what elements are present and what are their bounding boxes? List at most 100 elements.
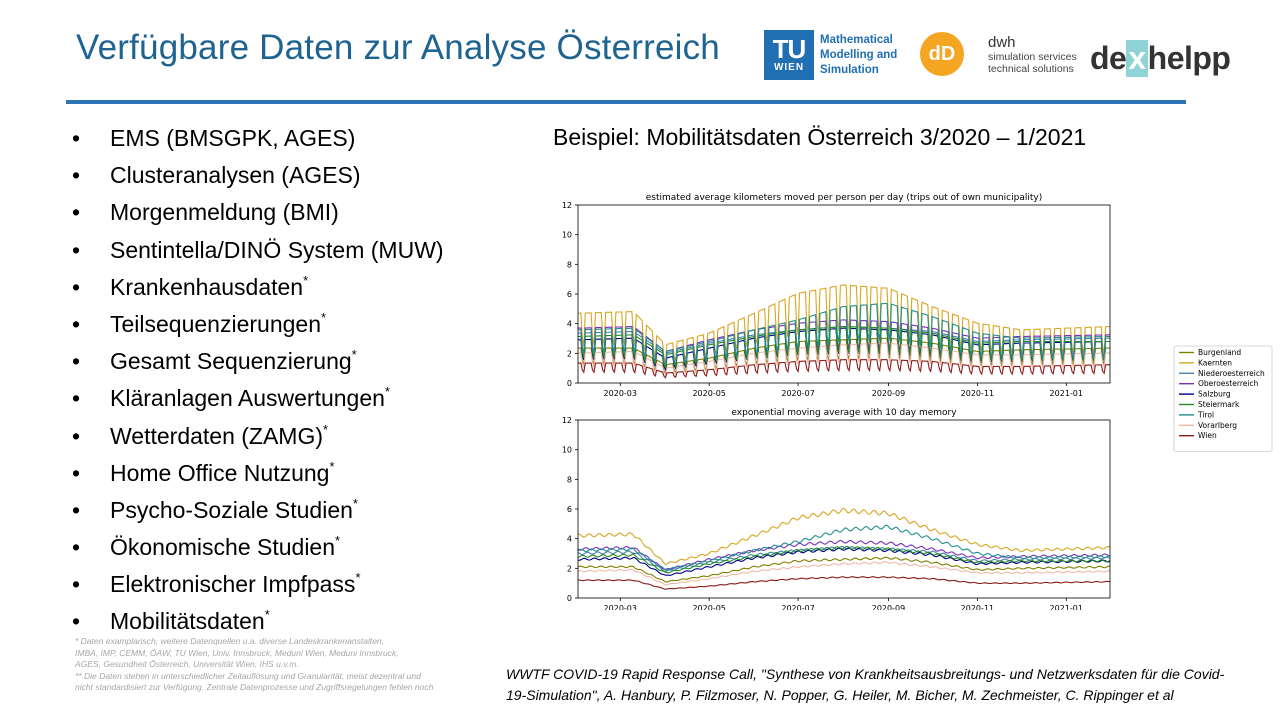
bullet-text: Morgenmeldung (BMI) — [110, 199, 339, 226]
y-tick-label: 0 — [567, 379, 572, 388]
y-tick-label: 10 — [562, 231, 572, 240]
bullet-item: • Home Office Nutzung* — [72, 457, 444, 494]
bullet-dot: • — [72, 459, 81, 486]
footnote-line: ** Die Daten stehen in unterschiedlicher… — [75, 670, 421, 681]
bullet-text: Kläranlagen Auswertungen — [110, 385, 385, 412]
footnote-marker: * — [355, 570, 361, 586]
bullet-text: Teilsequenzierungen — [110, 310, 321, 337]
bullet-text: Elektronischer Impfpass — [110, 571, 356, 598]
bullet-dot: • — [72, 571, 81, 598]
x-tick-label: 2020-07 — [781, 389, 814, 398]
footnote-marker: * — [384, 384, 390, 400]
y-tick-label: 0 — [567, 594, 572, 603]
mobility-chart: estimated average kilometers moved per p… — [562, 193, 1273, 610]
dex-x: x — [1126, 40, 1148, 77]
legend-label: Steiermark — [1198, 400, 1240, 409]
series-line-burgenland — [577, 556, 1111, 583]
series-line-burgenland — [578, 337, 1110, 375]
bullet-item: • Gesamt Sequenzierung* — [72, 345, 444, 382]
dwh-logo: dD dwh simulation services technical sol… — [920, 32, 1077, 76]
bullet-item: • Wetterdaten (ZAMG)* — [72, 420, 444, 457]
series-line-wien — [577, 576, 1111, 590]
bullet-item: • Morgenmeldung (BMI) — [72, 196, 444, 233]
dwh-name: dwh — [988, 33, 1016, 51]
x-tick-label: 2020-03 — [604, 604, 637, 610]
tu-line-3: Simulation — [820, 63, 879, 76]
footnote-marker: * — [323, 421, 329, 437]
x-tick-label: 2020-09 — [872, 389, 905, 398]
dex-pre: de — [1090, 40, 1127, 76]
y-tick-label: 6 — [567, 290, 572, 299]
bullet-text: Wetterdaten (ZAMG) — [110, 422, 324, 449]
x-tick-label: 2020-05 — [692, 604, 725, 610]
chart-title: estimated average kilometers moved per p… — [646, 193, 1042, 203]
y-tick-label: 8 — [567, 475, 572, 484]
footnote: * Daten examplarisch, weitere Datenquell… — [75, 636, 433, 694]
dex-post: helpp — [1147, 40, 1231, 76]
series-line-oberoesterreich — [577, 539, 1111, 571]
y-tick-label: 12 — [562, 201, 572, 210]
footnote-line: AGES, Gesundheit Österreich, Universität… — [75, 659, 299, 669]
tu-line-1: Mathematical — [820, 33, 893, 46]
bullet-text: Sentintella/DINÖ System (MUW) — [110, 236, 444, 263]
footnote-marker: * — [321, 309, 327, 325]
bullet-dot: • — [72, 199, 81, 226]
x-tick-label: 2020-09 — [872, 604, 905, 610]
legend-label: Vorarlberg — [1198, 421, 1237, 430]
bullet-text: Psycho-Soziale Studien — [110, 496, 353, 523]
dexhelpp-logo: dexhelpp — [1090, 40, 1231, 77]
footnote-line: nicht standardisiert zur Verfügung. Zent… — [75, 682, 434, 692]
series-line-steiermark — [577, 545, 1111, 574]
citation-line-1: WWTF COVID-19 Rapid Response Call, "Synt… — [506, 666, 1225, 682]
x-tick-label: 2021-01 — [1050, 604, 1083, 610]
tu-wien-logo: TU WIEN Mathematical Modelling and Simul… — [764, 30, 897, 80]
bullet-item: • Clusteranalysen (AGES) — [72, 159, 444, 196]
x-tick-label: 2020-05 — [692, 389, 725, 398]
y-tick-label: 10 — [562, 446, 572, 455]
bullet-item: • Mobilitätsdaten* — [72, 605, 444, 642]
bullet-dot: • — [72, 348, 81, 375]
legend-label: Burgenland — [1198, 348, 1241, 357]
header-divider — [66, 100, 1186, 104]
x-tick-label: 2020-11 — [961, 389, 994, 398]
bullet-text: Ökonomische Studien — [110, 534, 336, 561]
y-tick-label: 4 — [567, 320, 572, 329]
tu-wien-mark: TU WIEN — [764, 30, 814, 80]
tu-mark-sub: WIEN — [773, 62, 805, 73]
bullet-dot: • — [72, 162, 81, 189]
legend-label: Kaernten — [1198, 358, 1232, 367]
x-tick-label: 2020-07 — [781, 604, 814, 610]
dwh-mark: dD — [920, 32, 964, 76]
series-line-kaernten — [577, 507, 1111, 566]
y-tick-label: 6 — [567, 505, 572, 514]
series-line-tirol — [577, 524, 1111, 571]
series-line-salzburg — [577, 547, 1111, 576]
x-tick-label: 2020-11 — [961, 604, 994, 610]
y-tick-label: 12 — [562, 416, 572, 425]
tu-line-2: Modelling and — [820, 48, 898, 61]
bullet-dot: • — [72, 534, 81, 561]
chart-subtitle: Beispiel: Mobilitätsdaten Österreich 3/2… — [553, 124, 1087, 150]
series-line-tirol — [578, 302, 1110, 367]
bullet-item: • Kläranlagen Auswertungen* — [72, 382, 444, 419]
bullet-item: • Psycho-Soziale Studien* — [72, 494, 444, 531]
bullet-item: • Sentintella/DINÖ System (MUW) — [72, 234, 444, 271]
series-line-vorarlberg — [577, 561, 1111, 586]
legend-box — [1173, 345, 1273, 452]
legend-label: Tirol — [1197, 410, 1214, 419]
citation: WWTF COVID-19 Rapid Response Call, "Synt… — [506, 664, 1224, 706]
data-source-list: • EMS (BMSGPK, AGES) • Clusteranalysen (AGE… — [72, 122, 444, 643]
tu-mark-text: TU — [772, 34, 807, 64]
bullet-text: Home Office Nutzung — [110, 459, 330, 486]
y-tick-label: 4 — [567, 535, 572, 544]
bullet-item: • Elektronischer Impfpass* — [72, 568, 444, 605]
dwh-sub-1: simulation services — [988, 50, 1077, 63]
footnote-line: IMBA, IMP, CEMM, ÖAW, TU Wien, Univ. Inn… — [75, 647, 399, 658]
bullet-dot: • — [72, 422, 81, 449]
footnote-marker: * — [352, 495, 358, 511]
y-tick-label: 2 — [567, 349, 572, 358]
citation-line-2: 19-Simulation", A. Hanbury, P. Filzmoser… — [506, 687, 1174, 703]
bullet-dot: • — [72, 125, 81, 151]
bullet-dot: • — [72, 496, 81, 523]
dwh-sub-2: technical solutions — [988, 62, 1074, 75]
